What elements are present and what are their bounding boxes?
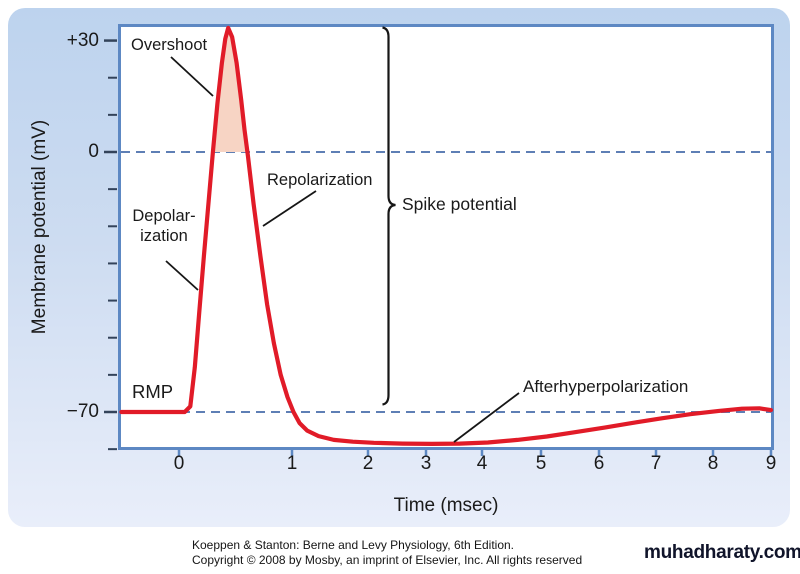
x-tick-label: 1 — [286, 453, 298, 474]
watermark-text: muhadharaty.com — [644, 542, 800, 563]
annotation-overshoot: Overshoot — [131, 36, 208, 54]
caption-line-1: Koeppen & Stanton: Berne and Levy Physio… — [192, 538, 514, 552]
x-tick-label: 5 — [535, 453, 547, 474]
x-tick-label: 3 — [420, 453, 432, 474]
x-tick-label: 2 — [362, 453, 374, 474]
y-axis-title: Membrane potential (mV) — [29, 119, 50, 335]
y-tick-label: +30 — [66, 29, 99, 51]
x-tick-label: 6 — [593, 453, 605, 474]
x-tick-label: 9 — [765, 453, 777, 474]
annotation-depolarization: Depolar- ization — [132, 207, 196, 245]
x-tick-label: 8 — [707, 453, 719, 474]
x-tick-label: 0 — [173, 453, 185, 474]
annotation-rmp: RMP — [132, 381, 174, 402]
x-axis-title: Time (msec) — [393, 495, 499, 516]
caption-line-2: Copyright © 2008 by Mosby, an imprint of… — [192, 553, 583, 567]
annotation-afterhyperpolarization: Afterhyperpolarization — [523, 377, 689, 396]
y-tick-label: 0 — [88, 141, 99, 162]
annotation-repolarization: Repolarization — [267, 171, 373, 189]
figure-caption: Koeppen & Stanton: Berne and Levy Physio… — [192, 538, 582, 568]
x-tick-label: 7 — [650, 453, 662, 474]
annotation-spike-potential: Spike potential — [402, 194, 517, 214]
x-tick-label: 4 — [476, 453, 488, 474]
y-tick-label: −70 — [66, 401, 99, 422]
